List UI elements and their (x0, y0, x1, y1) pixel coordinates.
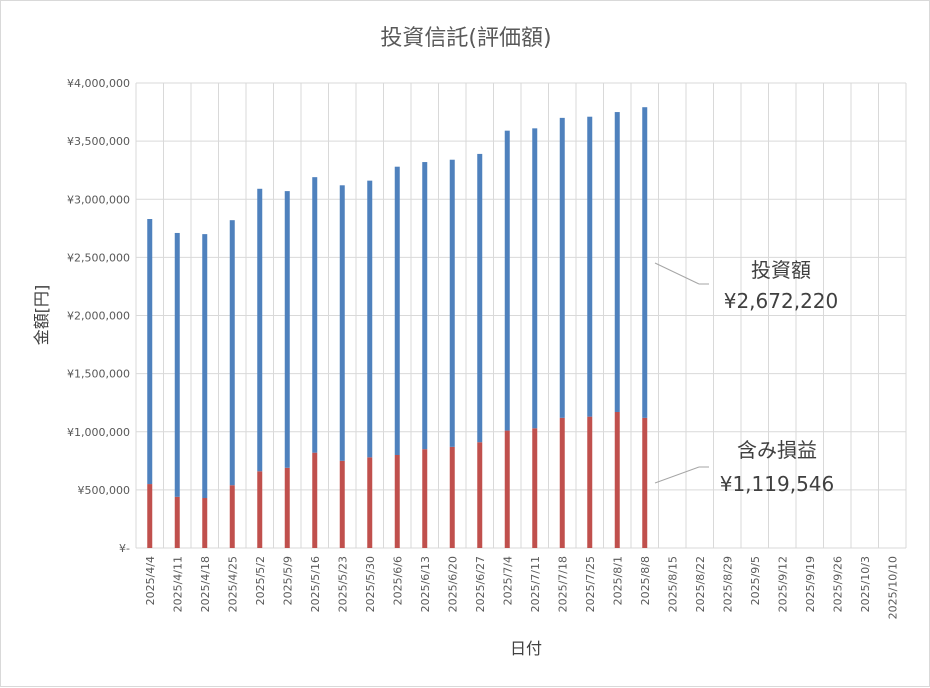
x-tick-label: 2025/10/10 (886, 556, 899, 619)
x-tick-label: 2025/9/19 (804, 556, 817, 612)
chart-title: 投資信託(評価額) (380, 26, 551, 51)
x-tick-labels: 2025/4/4 2025/4/11 2025/4/18 2025/4/25 2025/… (144, 556, 900, 619)
bar-segment (284, 191, 290, 468)
x-tick-label: 2025/9/26 (831, 556, 844, 612)
bar-segment (312, 177, 318, 453)
bar-segment (394, 166, 400, 455)
callout-gain-value: ¥1,119,546 (720, 472, 835, 496)
x-tick-label: 2025/5/16 (309, 556, 322, 612)
bar-segment (229, 220, 235, 486)
y-tick-label: ¥1,500,000 (67, 368, 130, 381)
bar-segment (477, 442, 483, 548)
y-axis-label: 金額[円] (32, 285, 51, 346)
y-tick-label: ¥3,000,000 (67, 193, 130, 206)
bar-segment (422, 162, 428, 450)
y-tick-label: ¥500,000 (78, 484, 131, 497)
x-tick-label: 2025/9/12 (776, 556, 789, 612)
x-tick-label: 2025/7/18 (556, 556, 569, 612)
callout-gain-label: 含み損益 (737, 438, 817, 462)
y-tick-label: ¥1,000,000 (67, 426, 130, 439)
bar-segment (147, 484, 153, 548)
bar-segment (174, 232, 180, 497)
x-tick-label: 2025/10/3 (859, 556, 872, 612)
x-tick-label: 2025/8/29 (721, 556, 734, 612)
x-tick-label: 2025/6/27 (474, 556, 487, 612)
bar-segment (559, 117, 565, 418)
callout-invest-value: ¥2,672,220 (724, 289, 839, 313)
bar-segment (532, 128, 538, 429)
callout-line-gain (654, 466, 700, 484)
x-tick-label: 2025/8/22 (694, 556, 707, 612)
bar-segment (559, 417, 565, 548)
bar-segment (642, 107, 648, 418)
y-tick-label: ¥4,000,000 (67, 77, 130, 90)
bars (147, 107, 648, 548)
bar-segment (587, 116, 593, 417)
bar-segment (339, 185, 345, 461)
y-tick-labels: ¥- ¥500,000 ¥1,000,000 ¥1,500,000 ¥2,000,000… (67, 77, 130, 555)
bar-segment (477, 153, 483, 443)
bar-segment (449, 446, 455, 548)
bar-segment (642, 417, 648, 548)
x-tick-label: 2025/4/4 (144, 556, 157, 605)
x-tick-label: 2025/7/11 (529, 556, 542, 612)
x-tick-label: 2025/5/30 (364, 556, 377, 612)
x-tick-label: 2025/7/4 (501, 556, 514, 605)
bar-segment (504, 130, 510, 431)
x-tick-label: 2025/4/11 (171, 556, 184, 612)
x-tick-label: 2025/5/23 (336, 556, 349, 612)
callout-invest-label: 投資額 (751, 258, 811, 282)
bar-segment (312, 452, 318, 548)
callouts: 投資額 ¥2,672,220 含み損益 ¥1,119,546 (654, 258, 839, 496)
callout-line-invest (654, 262, 700, 285)
bar-segment (614, 112, 620, 412)
y-tick-label: ¥2,000,000 (67, 310, 130, 323)
bar-segment (202, 498, 208, 548)
bar-segment (504, 430, 510, 548)
x-tick-label: 2025/9/5 (749, 556, 762, 605)
x-tick-label: 2025/6/13 (419, 556, 432, 612)
bar-segment (147, 219, 153, 485)
bar-segment (229, 485, 235, 548)
x-tick-label: 2025/6/6 (391, 556, 404, 605)
y-tick-label: ¥- (119, 542, 130, 555)
bar-segment (257, 188, 263, 472)
bar-segment (284, 467, 290, 548)
x-tick-label: 2025/5/2 (254, 556, 267, 605)
bar-segment (257, 471, 263, 548)
x-tick-label: 2025/6/20 (446, 556, 459, 612)
bar-segment (587, 416, 593, 548)
x-tick-label: 2025/8/1 (611, 556, 624, 605)
x-tick-label: 2025/4/18 (199, 556, 212, 612)
bar-segment (449, 159, 455, 447)
bar-segment (532, 428, 538, 548)
bar-segment (614, 411, 620, 548)
x-tick-label: 2025/8/15 (666, 556, 679, 612)
bar-segment (202, 234, 208, 499)
x-tick-label: 2025/7/25 (584, 556, 597, 612)
bar-segment (339, 460, 345, 548)
bar-segment (367, 180, 373, 458)
bar-segment (367, 457, 373, 548)
x-tick-label: 2025/8/8 (639, 556, 652, 605)
x-tick-label: 2025/4/25 (226, 556, 239, 612)
x-axis-label: 日付 (510, 639, 542, 658)
y-tick-label: ¥3,500,000 (67, 135, 130, 148)
x-tick-label: 2025/5/9 (281, 556, 294, 605)
grid (135, 82, 907, 549)
bar-segment (422, 449, 428, 548)
bar-segment (394, 455, 400, 548)
bar-segment (174, 496, 180, 548)
y-tick-label: ¥2,500,000 (67, 251, 130, 264)
